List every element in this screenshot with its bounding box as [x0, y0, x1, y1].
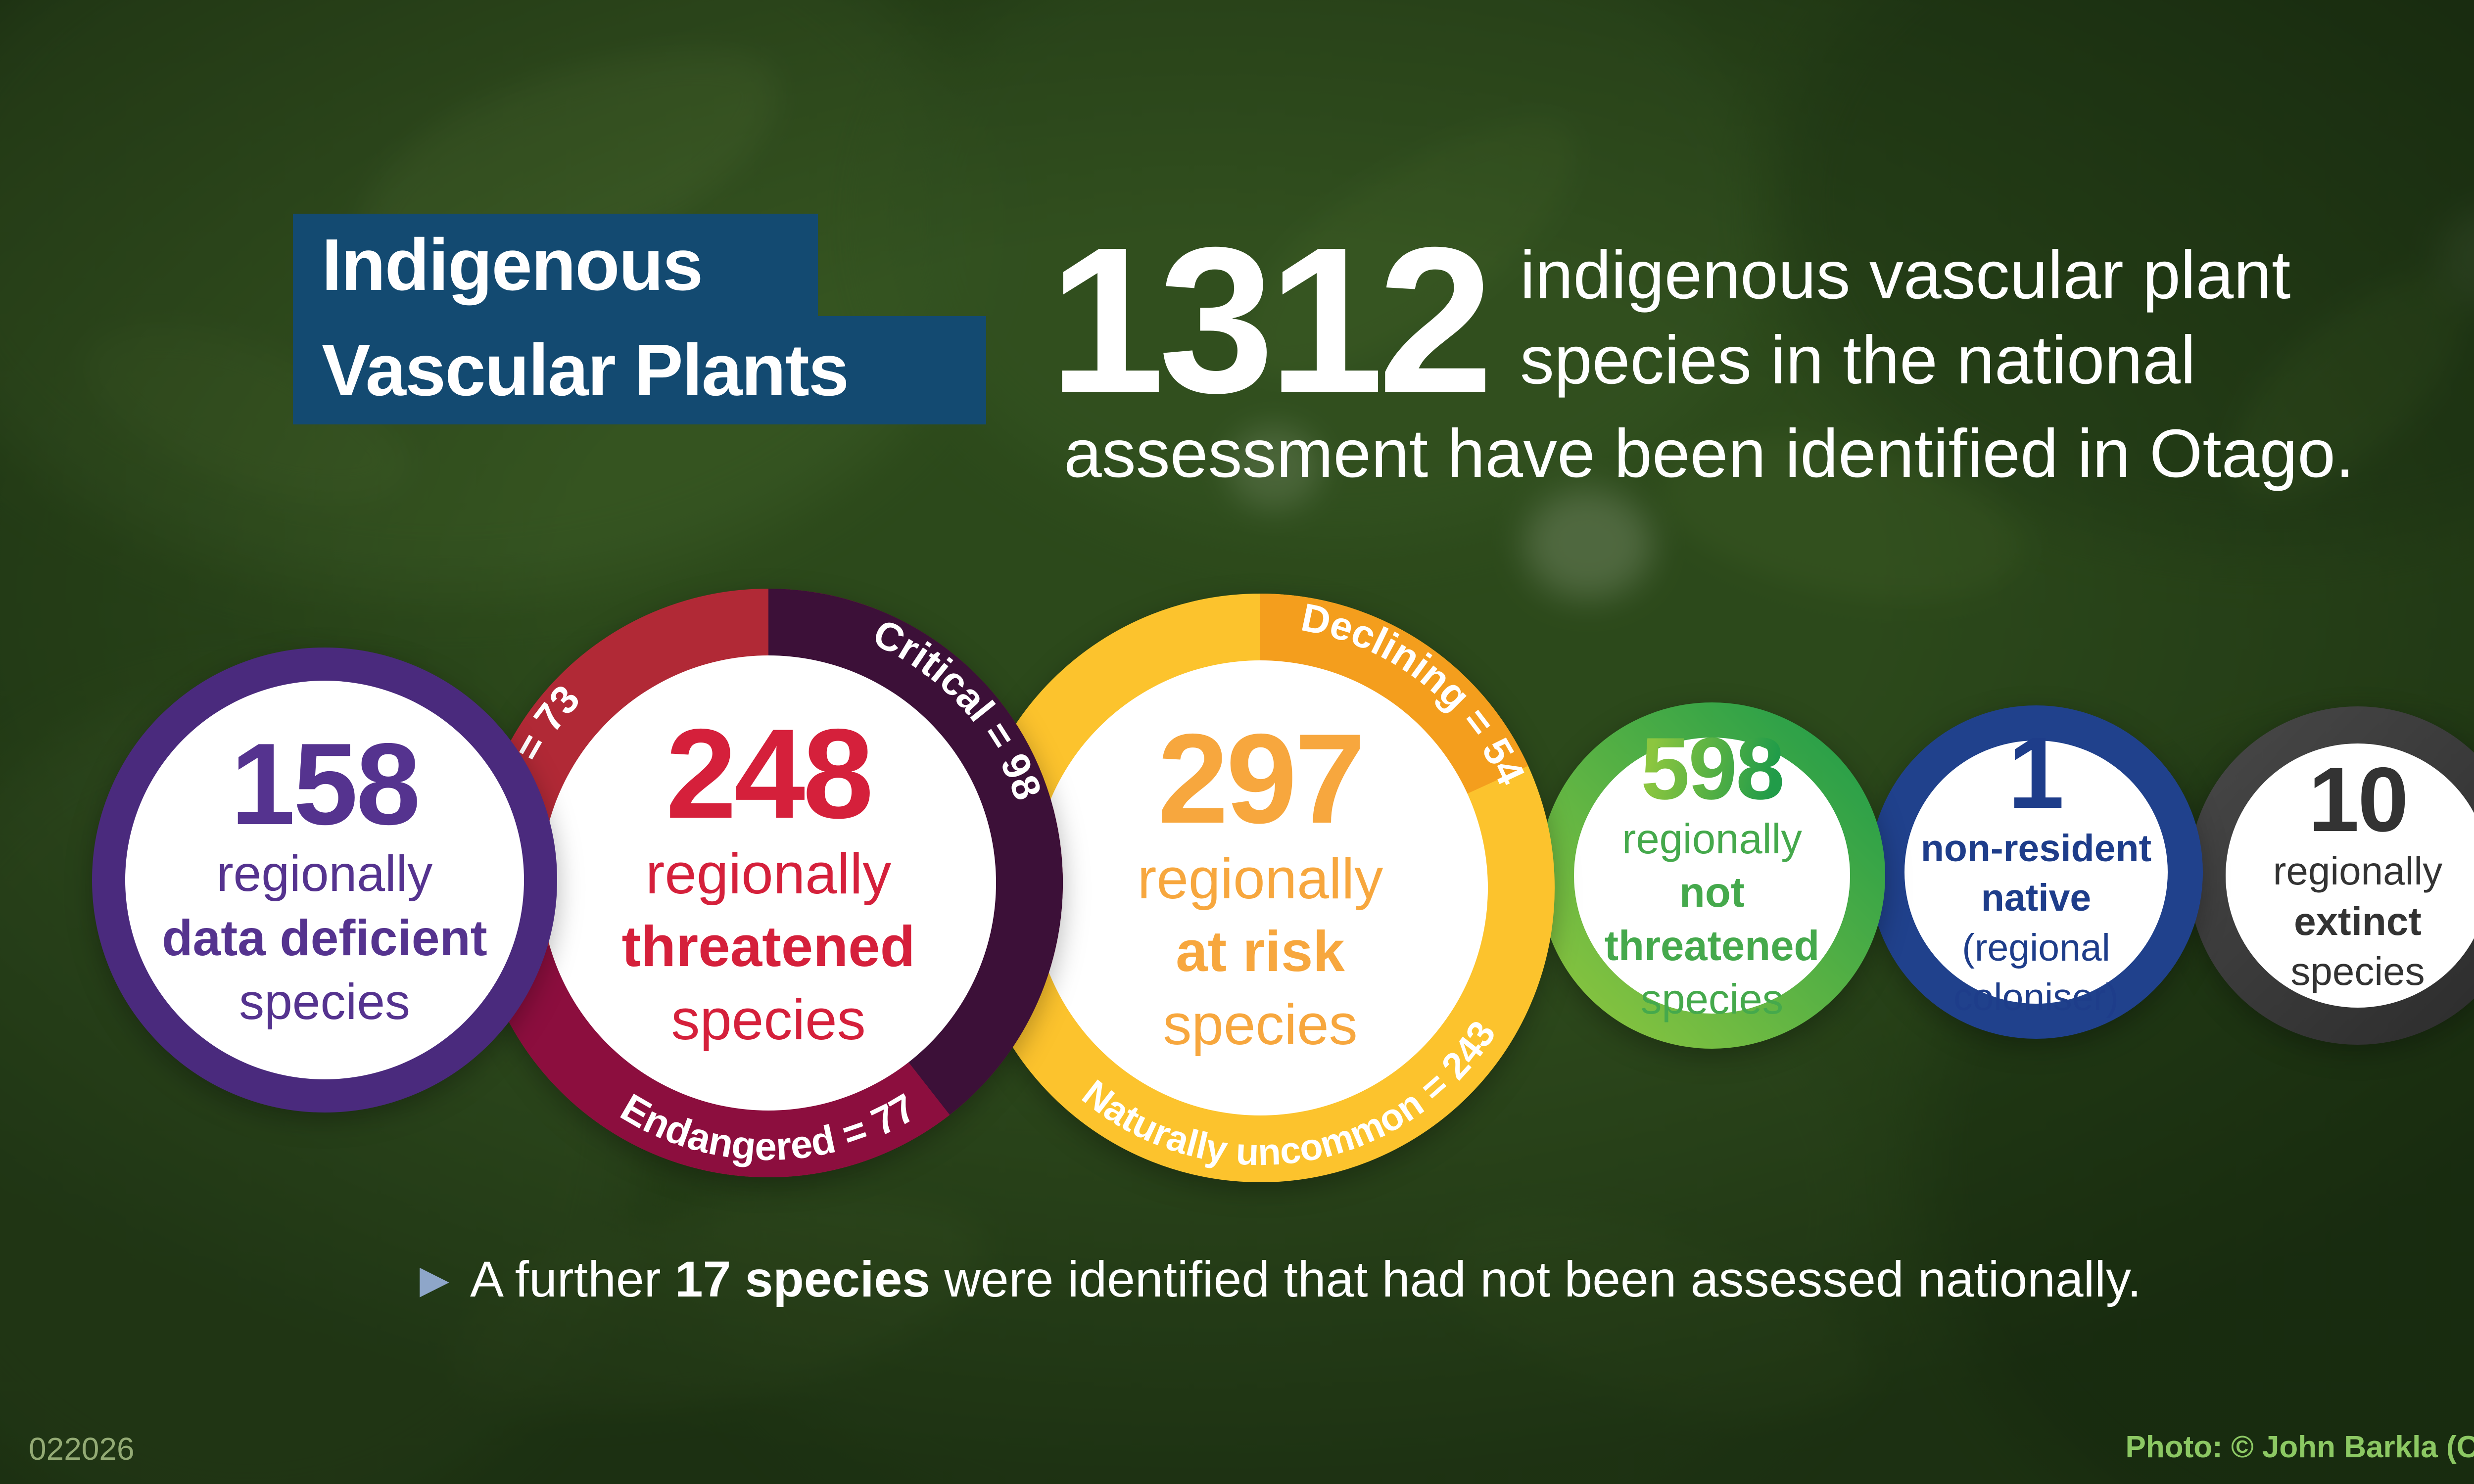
headline-total-number: 1312 — [1049, 204, 1493, 436]
count-label-bold: not threatened — [1604, 869, 1820, 970]
count-label: regionally — [2273, 849, 2443, 893]
headline-text: indigenous vascular plant species in the… — [1520, 232, 2290, 403]
title-box-line1: Indigenous — [293, 214, 818, 316]
count-value: 1 — [2007, 716, 2064, 830]
footnote-suffix: were identified that had not been assess… — [930, 1251, 2141, 1307]
count-label-bold: threatened — [621, 914, 915, 979]
headline-line1: indigenous vascular plant — [1520, 237, 2291, 313]
count-label: regionally — [216, 845, 433, 902]
threatened-donut: Vulnerable = 73 Critical = 98 Endangered… — [474, 589, 1063, 1177]
title-box-line2: Vascular Plants — [293, 316, 986, 424]
inner-disc — [541, 655, 996, 1111]
count-label-bold: native — [1981, 877, 2092, 920]
count-label: species — [1640, 975, 1784, 1023]
threatened-text: 248 regionally threatened species — [541, 655, 996, 1111]
green-ring — [1539, 702, 1885, 1049]
footnote: ▶ A further 17 species were identified t… — [420, 1251, 2141, 1308]
black-ring — [2189, 706, 2474, 1045]
count-label-bold: at risk — [1176, 919, 1345, 984]
inner-disc — [1033, 660, 1488, 1115]
data-deficient-text: 158 regionally data deficient species — [125, 681, 524, 1079]
segment-critical — [768, 589, 1063, 1115]
inner-disc — [2226, 743, 2474, 1008]
badge-data-deficient: 158 regionally data deficient species — [92, 648, 557, 1113]
non-resident-ring — [1869, 705, 2203, 1039]
inner-disc — [1574, 738, 1850, 1014]
count-label: (regional — [1962, 926, 2110, 969]
count-label: regionally — [1622, 816, 1802, 863]
non-resident-text: 1 non-resident native (regional colonise… — [1904, 722, 2168, 1018]
count-label-bold: non-resident — [1920, 827, 2152, 870]
badge-threatened: Vulnerable = 73 Critical = 98 Endangered… — [474, 589, 1063, 1177]
count-label-bold: extinct — [2294, 899, 2422, 943]
badge-at-risk: Declining = 54 Naturally uncommon = 243 … — [966, 594, 1555, 1182]
count-label: native (regional — [1904, 873, 2168, 972]
badge-not-threatened: 598 regionally not threatened species — [1539, 702, 1885, 1049]
count-label: species — [1163, 992, 1358, 1057]
count-value: 248 — [666, 702, 873, 845]
footnote-bold: 17 species — [674, 1251, 930, 1307]
count-label: species — [671, 987, 866, 1052]
purple-ring — [92, 648, 557, 1113]
data-deficient-ring — [92, 648, 557, 1113]
count-label: species — [239, 974, 410, 1030]
count-label: coloniser) — [1953, 975, 2119, 1019]
inner-disc — [1904, 741, 2168, 1004]
reference-code: 022026 — [29, 1431, 135, 1467]
footnote-text: A further 17 species were identified tha… — [470, 1251, 2141, 1308]
title-line2: Vascular Plants — [322, 329, 849, 411]
count-value: 297 — [1157, 707, 1365, 850]
count-label: species — [2290, 949, 2425, 994]
not-threatened-text: 598 regionally not threatened species — [1574, 725, 1850, 1023]
count-label-bold: data deficient — [162, 909, 487, 966]
segment-endangered — [485, 945, 950, 1177]
inner-disc — [125, 681, 524, 1079]
extinct-ring — [2189, 706, 2474, 1045]
headline-line3: assessment have been identified in Otago… — [1064, 416, 2355, 492]
count-value: 158 — [230, 719, 421, 849]
at-risk-donut: Declining = 54 Naturally uncommon = 243 — [966, 594, 1555, 1182]
count-label: regionally — [645, 841, 892, 906]
segment-declining — [1260, 594, 1528, 794]
headline-line2: species in the national — [1520, 322, 2196, 398]
count-label: regionally — [1137, 846, 1383, 911]
at-risk-text: 297 regionally at risk species — [1033, 660, 1488, 1115]
extinct-text: 10 regionally extinct species — [2226, 743, 2474, 1008]
blue-ring — [1869, 705, 2203, 1039]
count-value: 10 — [2308, 749, 2409, 851]
not-threatened-ring — [1539, 702, 1885, 1049]
footnote-arrow-icon: ▶ — [420, 1257, 449, 1302]
count-value: 598 — [1641, 719, 1785, 818]
title-line1: Indigenous — [322, 224, 703, 306]
footnote-prefix: A further — [470, 1251, 675, 1307]
photo-credit: Photo: © John Barkla (CC BY-NC) — [2125, 1430, 2474, 1464]
badge-non-resident-native: 1 non-resident native (regional colonise… — [1869, 705, 2203, 1039]
badge-extinct: 10 regionally extinct species — [2189, 706, 2474, 1045]
